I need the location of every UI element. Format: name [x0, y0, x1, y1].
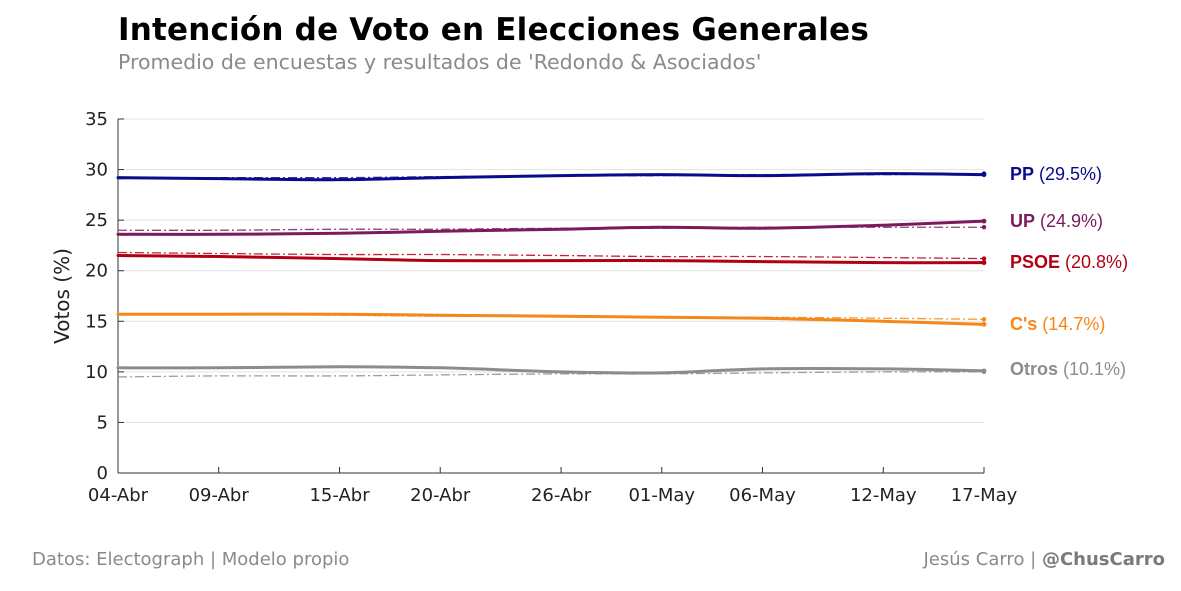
series-final-value: (29.5%) — [1034, 164, 1102, 184]
trend-line-psoe — [117, 251, 985, 260]
series-name: Otros — [1010, 359, 1058, 379]
y-axis-label: Votos (%) — [50, 248, 74, 344]
series-endpoint-psoe — [981, 260, 987, 266]
x-tick-label: 26-Abr — [531, 485, 592, 506]
series-endpoint-cs — [981, 321, 987, 327]
y-tick-label: 0 — [97, 463, 108, 484]
series-labels: PP (29.5%) UP (24.9%) PSOE (20.8%) C's (14.… — [1010, 164, 1128, 379]
x-tick-label: 20-Abr — [410, 485, 471, 506]
y-tick-label: 15 — [85, 311, 108, 332]
series-label-cs: C's (14.7%) — [1010, 314, 1105, 334]
series-label-up: UP (24.9%) — [1010, 211, 1103, 231]
x-tick-label: 04-Abr — [88, 485, 149, 506]
footer-author: Jesús Carro | @ChusCarro — [923, 549, 1165, 570]
x-tick-label: 12-May — [850, 485, 917, 506]
series-final-value: (10.1%) — [1058, 359, 1126, 379]
trend-endpoint-psoe — [981, 256, 987, 261]
series-final-value: (14.7%) — [1037, 314, 1105, 334]
series-label-otros: Otros (10.1%) — [1010, 359, 1126, 379]
series-line-up — [116, 219, 986, 236]
y-tick-label: 20 — [85, 261, 108, 282]
series-endpoint-pp — [981, 172, 987, 178]
x-tick-label: 01-May — [628, 485, 695, 506]
series-name: PP — [1010, 164, 1034, 184]
axes: 0 5 10 15 20 25 30 35 04-Abr 09-Abr 15-Abr 20-Abr 26… — [85, 109, 1018, 506]
footer-source: Datos: Electograph | Modelo propio — [32, 549, 350, 570]
trend-endpoint-up — [981, 225, 987, 230]
series-label-psoe: PSOE (20.8%) — [1010, 252, 1128, 272]
x-tick-label: 09-Abr — [189, 485, 250, 506]
y-tick-label: 30 — [85, 160, 108, 181]
series-endpoint-up — [981, 218, 987, 224]
trend-lines — [117, 172, 985, 378]
series-name: C's — [1010, 314, 1037, 334]
chart-title: Intención de Voto en Elecciones Generale… — [118, 12, 869, 48]
series-line-pp — [116, 172, 986, 182]
chart-subtitle: Promedio de encuestas y resultados de 'R… — [118, 50, 762, 74]
series-line-otros — [116, 365, 986, 375]
series-final-value: (20.8%) — [1060, 252, 1128, 272]
trend-line-otros — [117, 371, 985, 378]
series-name: UP — [1010, 211, 1035, 231]
y-tick-label: 5 — [97, 412, 108, 433]
x-tick-label: 17-May — [951, 485, 1018, 506]
series-label-pp: PP (29.5%) — [1010, 164, 1102, 184]
series-final-value: (24.9%) — [1035, 211, 1103, 231]
x-tick-label: 06-May — [729, 485, 796, 506]
footer-handle: @ChusCarro — [1041, 549, 1165, 570]
series-endpoint-otros — [981, 368, 987, 374]
series-name: PSOE — [1010, 252, 1060, 272]
y-tick-label: 10 — [85, 362, 108, 383]
y-tick-label: 35 — [85, 109, 108, 130]
series-line-cs — [116, 312, 986, 326]
y-tick-label: 25 — [85, 210, 108, 231]
series-lines — [116, 171, 987, 375]
footer-author-name: Jesús Carro | — [923, 549, 1042, 570]
grid-lines — [118, 118, 984, 423]
trend-endpoint-cs — [981, 317, 987, 322]
x-tick-label: 15-Abr — [309, 485, 370, 506]
series-line-psoe — [116, 254, 986, 265]
